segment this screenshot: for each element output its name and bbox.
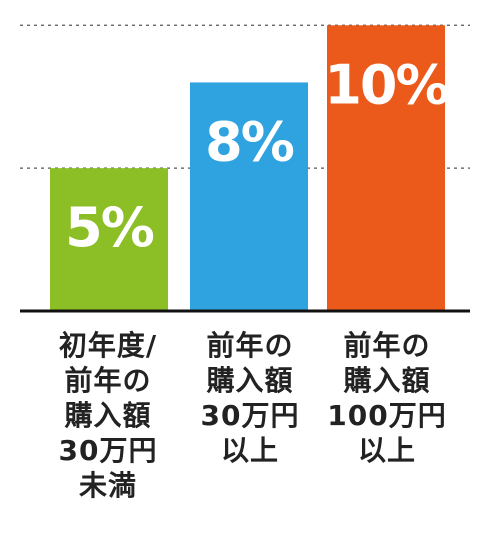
bar-3	[327, 25, 445, 312]
bars	[50, 25, 445, 312]
category-label-1: 初年度/ 前年の 購入額 30万円 未満	[58, 329, 158, 502]
category-label-2: 前年の 購入額 30万円 以上	[200, 329, 300, 467]
category-label-3: 前年の 購入額 100万円 以上	[327, 329, 447, 467]
value-label-2: 8%	[205, 110, 294, 173]
bar-2	[190, 82, 308, 311]
value-labels: 5% 8% 10%	[65, 53, 450, 259]
value-label-1: 5%	[65, 196, 154, 259]
bar-chart: 5% 8% 10%	[20, 24, 470, 313]
bar-1	[50, 168, 168, 311]
value-label-3: 10%	[324, 53, 448, 116]
